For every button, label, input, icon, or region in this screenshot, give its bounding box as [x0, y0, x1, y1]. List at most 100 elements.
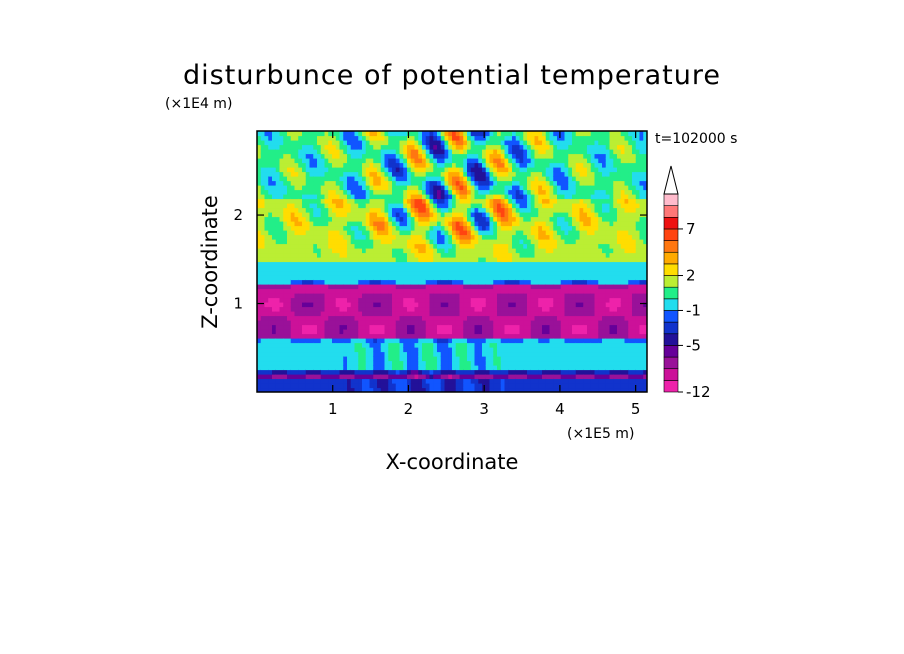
contour-cell: [362, 365, 367, 371]
contour-cell: [530, 338, 536, 344]
contour-cell: [264, 194, 269, 200]
contour-cell: [358, 315, 363, 321]
contour-cell: [530, 329, 536, 335]
contour-cell: [309, 176, 314, 182]
contour-cell: [474, 248, 479, 254]
contour-cell: [575, 275, 581, 281]
contour-cell: [335, 167, 341, 173]
contour-cell: [437, 293, 442, 299]
contour-cell: [459, 257, 464, 263]
contour-cell: [444, 257, 449, 263]
contour-cell: [377, 365, 382, 371]
contour-cell: [455, 167, 461, 173]
contour-cell: [519, 239, 524, 245]
contour-cell: [369, 329, 374, 335]
contour-cell: [433, 153, 438, 159]
contour-cell: [504, 306, 509, 312]
contour-cell: [347, 284, 352, 290]
contour-cell: [523, 347, 528, 353]
contour-cell: [444, 248, 449, 254]
contour-cell: [395, 257, 401, 263]
contour-cell: [317, 315, 322, 321]
contour-cell: [279, 270, 284, 276]
contour-cell: [467, 378, 472, 384]
contour-cell: [279, 198, 284, 204]
contour-cell: [542, 297, 547, 303]
contour-cell: [497, 266, 502, 272]
contour-cell: [523, 194, 528, 200]
contour-cell: [283, 171, 288, 177]
contour-cell: [275, 338, 281, 344]
contour-cell: [410, 252, 416, 258]
contour-cell: [290, 297, 296, 303]
contour-cell: [572, 153, 577, 159]
contour-cell: [560, 194, 566, 200]
contour-cell: [515, 320, 521, 326]
contour-cell: [482, 333, 487, 339]
contour-cell: [448, 158, 453, 164]
contour-cell: [362, 221, 367, 227]
contour-cell: [335, 176, 341, 182]
contour-cell: [335, 140, 341, 146]
contour-cell: [440, 171, 446, 177]
contour-cell: [542, 338, 547, 344]
contour-cell: [523, 198, 528, 204]
contour-cell: [294, 338, 299, 344]
contour-cell: [425, 351, 431, 357]
contour-cell: [384, 356, 389, 362]
contour-cell: [328, 153, 333, 159]
contour-cell: [422, 347, 427, 353]
contour-cell: [440, 333, 446, 339]
contour-cell: [358, 131, 363, 137]
contour-cell: [512, 185, 517, 191]
contour-cell: [384, 239, 389, 245]
contour-cell: [549, 261, 554, 267]
contour-cell: [478, 252, 483, 258]
contour-cell: [474, 189, 479, 195]
contour-cell: [425, 221, 431, 227]
contour-cell: [508, 333, 513, 339]
contour-cell: [459, 378, 464, 384]
contour-cell: [463, 207, 468, 213]
contour-cell: [264, 338, 269, 344]
contour-cell: [403, 270, 408, 276]
contour-cell: [257, 261, 262, 267]
contour-cell: [549, 275, 554, 281]
contour-cell: [418, 221, 423, 227]
contour-cell: [320, 342, 326, 348]
contour-cell: [425, 144, 431, 150]
contour-cell: [467, 239, 472, 245]
contour-cell: [493, 383, 498, 389]
contour-cell: [343, 284, 348, 290]
contour-cell: [437, 329, 442, 335]
contour-cell: [305, 261, 311, 267]
contour-cell: [508, 225, 513, 231]
contour-cell: [418, 131, 423, 137]
contour-cell: [568, 203, 573, 209]
contour-cell: [388, 216, 393, 222]
contour-cell: [335, 194, 341, 200]
contour-cell: [302, 252, 307, 258]
contour-cell: [564, 270, 569, 276]
contour-cell: [309, 374, 314, 380]
contour-cell: [455, 194, 461, 200]
contour-cell: [467, 324, 472, 330]
contour-cell: [399, 248, 404, 254]
contour-cell: [493, 320, 498, 326]
contour-cell: [474, 275, 479, 281]
contour-cell: [459, 131, 464, 137]
contour-cell: [332, 324, 337, 330]
contour-cell: [403, 158, 408, 164]
contour-cell: [407, 365, 412, 371]
contour-cell: [489, 180, 494, 186]
contour-cell: [515, 261, 521, 267]
contour-cell: [452, 194, 457, 200]
contour-cell: [403, 378, 408, 384]
contour-cell: [287, 338, 292, 344]
contour-cell: [358, 311, 363, 317]
contour-cell: [579, 383, 584, 389]
contour-cell: [260, 176, 266, 182]
contour-cell: [572, 356, 577, 362]
contour-cell: [332, 185, 337, 191]
contour-cell: [287, 162, 292, 168]
